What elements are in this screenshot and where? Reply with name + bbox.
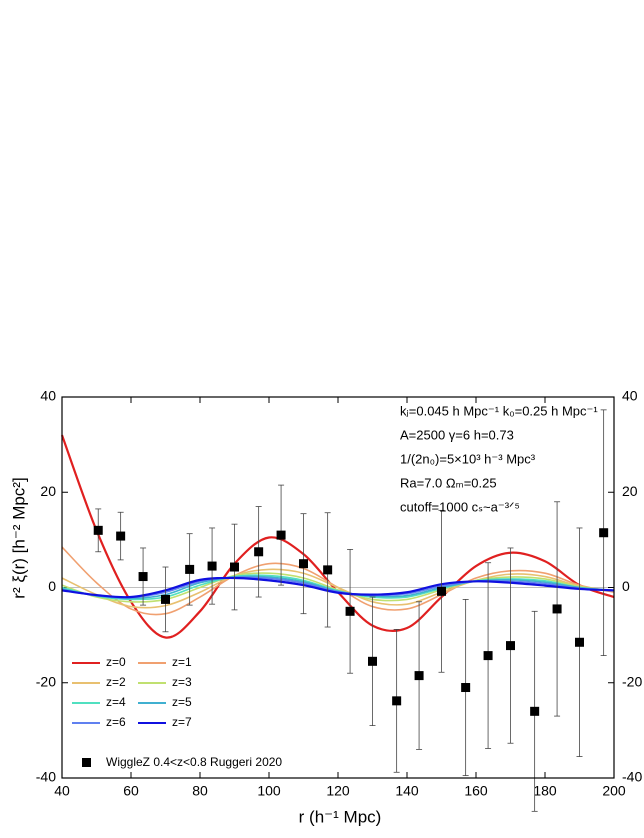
- annotation: 1/(2n₀)=5×10³ h⁻³ Mpc³: [400, 451, 536, 466]
- x-tick-label: 160: [464, 783, 488, 799]
- y-tick-label-right: 0: [622, 578, 630, 594]
- y-tick-label: -20: [36, 673, 56, 689]
- y-tick-label-right: -40: [622, 769, 642, 785]
- series-line: [61, 568, 615, 609]
- x-tick-label: 120: [326, 783, 350, 799]
- data-point: [506, 641, 515, 651]
- annotation: A=2500 γ=6 h=0.73: [400, 427, 514, 442]
- plot-frame: [61, 396, 615, 779]
- data-point: [299, 559, 308, 569]
- legend-label: z=3: [172, 675, 192, 689]
- y-tick-label: 40: [40, 388, 56, 404]
- data-point: [161, 594, 170, 604]
- data-point: [138, 572, 148, 582]
- x-tick-label: 40: [54, 783, 70, 799]
- series-line: [60, 434, 615, 639]
- x-tick-label: 180: [533, 783, 557, 799]
- y-tick-label: 0: [48, 578, 56, 594]
- data-point: [483, 651, 493, 661]
- data-point: [254, 547, 264, 557]
- x-tick-label: 80: [192, 783, 208, 799]
- annotation: cutoff=1000 cₛ~a⁻³ᐟ⁵: [400, 499, 520, 514]
- data-point: [552, 604, 562, 614]
- x-tick-label: 200: [602, 783, 626, 799]
- data-point: [392, 696, 402, 706]
- series-line: [61, 572, 615, 603]
- annotation: kⱼ=0.045 h Mpc⁻¹ k₀=0.25 h Mpc⁻¹: [400, 403, 598, 418]
- legend-label: z=6: [106, 715, 126, 729]
- x-tick-label: 100: [257, 783, 281, 799]
- data-point: [368, 656, 377, 666]
- y-tick-label-right: -20: [622, 673, 642, 689]
- x-tick-label: 140: [395, 783, 419, 799]
- data-point: [437, 586, 446, 596]
- data-point: [461, 683, 471, 693]
- series-line: [61, 576, 615, 599]
- data-point: [207, 561, 217, 571]
- data-point: [93, 525, 103, 535]
- y-tick-label-right: 40: [622, 388, 638, 404]
- y-tick-label: -40: [36, 769, 56, 785]
- data-point: [414, 671, 424, 681]
- legend-label: WiggleZ 0.4<z<0.8 Ruggeri 2020: [106, 755, 282, 769]
- legend-label: z=1: [172, 655, 192, 669]
- legend-label: z=4: [106, 695, 126, 709]
- x-tick-label: 60: [123, 783, 139, 799]
- data-point: [230, 562, 239, 572]
- data-point: [323, 565, 333, 575]
- data-point: [276, 530, 286, 540]
- y-axis-label: r² ξ(r) [h⁻² Mpc²]: [9, 477, 28, 598]
- legend-marker: [82, 758, 91, 767]
- data-point: [116, 531, 126, 541]
- data-point: [345, 606, 355, 616]
- y-tick-label: 20: [40, 483, 56, 499]
- legend-label: z=0: [106, 655, 126, 669]
- annotation: Ra=7.0 Ωₘ=0.25: [400, 475, 497, 490]
- legend-label: z=7: [172, 715, 192, 729]
- x-axis-label: r (h⁻¹ Mpc): [299, 807, 382, 826]
- data-point: [575, 637, 584, 647]
- data-point: [530, 706, 540, 716]
- legend-label: z=2: [106, 675, 126, 689]
- legend-label: z=5: [172, 695, 192, 709]
- data-point: [599, 528, 609, 538]
- y-tick-label-right: 20: [622, 483, 638, 499]
- data-point: [185, 564, 195, 574]
